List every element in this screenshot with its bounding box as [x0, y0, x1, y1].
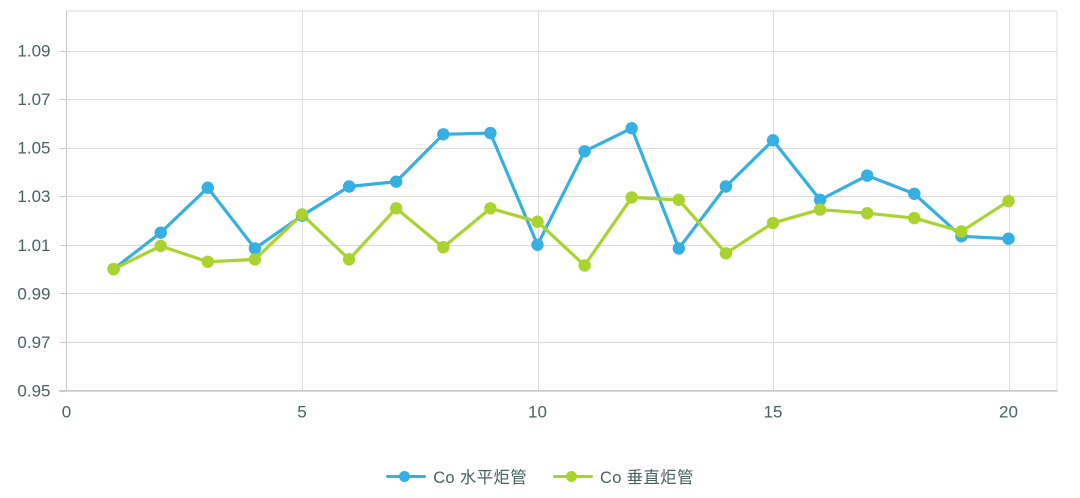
x-tick-label: 10	[528, 403, 547, 422]
x-axis-tick-labels: 0 5 10 15 20	[62, 403, 1018, 422]
data-point[interactable]	[578, 259, 591, 272]
y-tick-label: 1.09	[17, 42, 50, 61]
y-tick-label: 1.07	[17, 90, 50, 109]
y-tick-label: 1.03	[17, 187, 50, 206]
y-axis-tick-labels: 0.95 0.97 0.99 1.01 1.03 1.05 1.07 1.09	[17, 42, 50, 401]
x-tick-label: 15	[764, 403, 783, 422]
data-point[interactable]	[248, 242, 262, 255]
legend-marker-icon	[399, 471, 411, 482]
data-point[interactable]	[531, 215, 544, 228]
y-tick-label: 1.01	[17, 236, 50, 255]
data-point[interactable]	[201, 181, 214, 194]
legend-label-series-2: Co 垂直炬管	[600, 469, 694, 487]
data-point[interactable]	[861, 169, 874, 182]
data-point[interactable]	[484, 126, 497, 140]
data-point[interactable]	[908, 211, 921, 225]
data-point[interactable]	[672, 193, 685, 207]
data-point[interactable]	[719, 247, 733, 260]
data-point[interactable]	[342, 180, 356, 193]
legend-label-series-1: Co 水平炬管	[433, 469, 527, 487]
axis-lines	[58, 10, 1058, 393]
data-point[interactable]	[437, 241, 450, 254]
data-point[interactable]	[813, 203, 827, 216]
legend-entry-series-1[interactable]: Co 水平炬管	[386, 464, 527, 488]
data-point[interactable]	[531, 238, 544, 251]
data-point[interactable]	[342, 253, 356, 266]
legend-swatch-series-2	[553, 469, 593, 483]
data-point[interactable]	[672, 242, 685, 255]
data-point[interactable]	[813, 193, 827, 207]
data-point[interactable]	[201, 255, 214, 268]
data-point[interactable]	[719, 180, 733, 193]
data-point[interactable]	[154, 239, 167, 253]
data-point[interactable]	[766, 216, 780, 230]
vertical-gridlines	[66, 10, 1058, 391]
data-point[interactable]	[295, 208, 309, 221]
x-tick-label: 20	[999, 403, 1018, 422]
data-point[interactable]	[390, 202, 403, 215]
horizontal-gridlines	[66, 51, 1058, 392]
data-point[interactable]	[908, 187, 921, 200]
series-lines	[111, 126, 1011, 271]
x-tick-label: 0	[62, 403, 71, 422]
data-point[interactable]	[248, 253, 262, 266]
data-point[interactable]	[1002, 232, 1015, 245]
data-point[interactable]	[766, 134, 780, 147]
series-line-1	[111, 126, 1011, 271]
data-point[interactable]	[625, 191, 638, 204]
x-tick-label: 5	[297, 403, 306, 422]
legend-swatch-series-1	[386, 469, 427, 483]
legend-marker-icon	[566, 471, 577, 482]
data-point[interactable]	[625, 122, 638, 135]
data-point[interactable]	[578, 145, 591, 158]
series-line-2	[111, 195, 1011, 271]
data-point[interactable]	[437, 128, 450, 141]
data-point[interactable]	[484, 202, 497, 215]
y-tick-label: 0.95	[17, 382, 50, 401]
series-markers	[107, 122, 1015, 276]
data-point[interactable]	[154, 226, 167, 239]
data-point[interactable]	[107, 262, 120, 276]
y-tick-label: 0.99	[17, 284, 50, 303]
data-point[interactable]	[390, 175, 403, 188]
data-point[interactable]	[861, 207, 874, 220]
chart-legend: Co 水平炬管 Co 垂直炬管	[0, 464, 1080, 488]
y-tick-label: 0.97	[17, 333, 50, 352]
data-point[interactable]	[1002, 194, 1015, 208]
y-tick-label: 1.05	[17, 139, 50, 158]
legend-entry-series-2[interactable]: Co 垂直炬管	[553, 464, 694, 488]
data-point[interactable]	[955, 225, 968, 238]
